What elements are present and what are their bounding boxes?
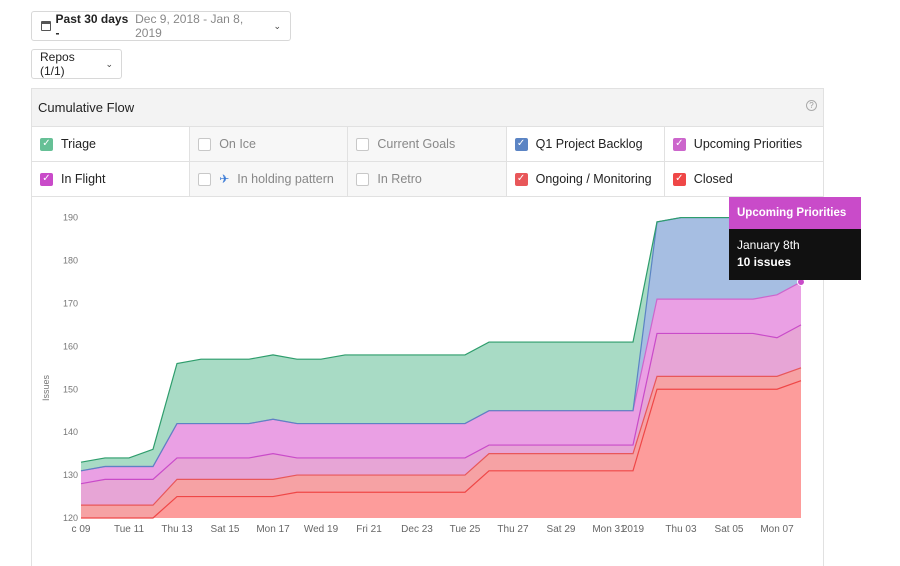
legend-label: On Ice	[219, 137, 257, 151]
legend-item-current-goals[interactable]: Current Goals	[348, 127, 507, 162]
x-tick-label: Wed 19	[304, 524, 339, 535]
legend-checkbox[interactable]: ✓	[672, 172, 686, 186]
tooltip-series-name: Upcoming Priorities	[729, 197, 861, 229]
x-tick-label: Thu 03	[665, 524, 697, 535]
legend-item-upcoming-priorities[interactable]: ✓ Upcoming Priorities	[664, 127, 823, 162]
legend-checkbox[interactable]	[356, 137, 370, 151]
x-tick-label: Mon 17	[256, 524, 290, 535]
y-tick-label: 120	[63, 513, 78, 523]
legend-item-closed[interactable]: ✓ Closed	[664, 162, 823, 197]
date-range-picker[interactable]: Past 30 days - Dec 9, 2018 - Jan 8, 2019…	[31, 11, 291, 41]
chevron-down-icon: ⌄	[105, 58, 113, 69]
legend-item-ongoing-monitoring[interactable]: ✓ Ongoing / Monitoring	[506, 162, 665, 197]
x-tick-label: Dec 23	[401, 524, 433, 535]
x-tick-label: Fri 21	[356, 524, 382, 535]
y-tick-label: 150	[63, 384, 78, 394]
legend-checkbox[interactable]	[356, 172, 370, 186]
legend-checkbox[interactable]: ✓	[40, 172, 53, 186]
x-tick-label: Tue 25	[450, 524, 481, 535]
help-icon[interactable]: ?	[806, 100, 817, 111]
legend-checkbox[interactable]: ✓	[672, 137, 686, 151]
line-closed	[81, 380, 802, 519]
tooltip-value: 10 issues	[737, 255, 792, 269]
legend-item-in-retro[interactable]: In Retro	[348, 162, 507, 197]
pipeline-legend: ✓ Triage On Ice Current Goals ✓ Q1 Project Ba…	[32, 127, 823, 197]
y-tick-label: 180	[63, 256, 78, 266]
legend-item-q1-project-backlog[interactable]: ✓ Q1 Project Backlog	[506, 127, 665, 162]
legend-checkbox[interactable]: ✓	[514, 137, 528, 151]
airplane-icon: ✈	[219, 172, 230, 186]
date-preset-label: Past 30 days -	[55, 12, 129, 40]
line-ongoing-monitoring	[81, 367, 802, 506]
panel-title: Cumulative Flow	[38, 100, 135, 115]
legend-label: Closed	[693, 172, 733, 186]
legend-item-triage[interactable]: ✓ Triage	[32, 127, 191, 162]
y-axis-label: Issues	[41, 374, 51, 401]
panel-header: Cumulative Flow ?	[32, 89, 823, 127]
line-triage	[80, 216, 801, 463]
chart-tooltip: Upcoming Priorities January 8th 10 issue…	[729, 197, 861, 280]
x-tick-label: Tue 11	[114, 524, 144, 535]
x-tick-label: Sat 29	[547, 524, 576, 535]
tooltip-body: January 8th 10 issues	[729, 229, 861, 280]
legend-label: In Retro	[377, 172, 422, 186]
x-tick-label: Thu 13	[161, 524, 193, 535]
legend-checkbox[interactable]	[198, 172, 212, 186]
legend-item-in-flight[interactable]: ✓ In Flight	[32, 162, 191, 197]
chevron-down-icon: ⌄	[273, 20, 281, 31]
date-range-text: Dec 9, 2018 - Jan 8, 2019	[135, 12, 244, 40]
y-tick-label: 140	[63, 427, 78, 437]
cumulative-flow-panel: Cumulative Flow ? ✓ Triage On Ice Current G…	[31, 88, 824, 566]
x-tick-label: Sat 15	[211, 524, 240, 535]
y-tick-label: 190	[63, 213, 78, 223]
repos-label: Repos (1/1)	[40, 50, 75, 78]
legend-checkbox[interactable]: ✓	[514, 172, 528, 186]
tooltip-date: January 8th	[737, 238, 800, 252]
y-tick-label: 170	[63, 298, 78, 308]
legend-label: In holding pattern	[237, 172, 334, 186]
x-tick-label: Mon 31	[592, 524, 626, 535]
legend-label: Triage	[61, 137, 96, 151]
legend-label: Ongoing / Monitoring	[535, 172, 652, 186]
legend-label: Q1 Project Backlog	[535, 137, 643, 151]
x-tick-label: Sat 05	[715, 524, 744, 535]
y-tick-label: 160	[63, 341, 78, 351]
legend-item-in-holding-pattern[interactable]: ✈ In holding pattern	[190, 162, 349, 197]
legend-label: Current Goals	[377, 137, 456, 151]
area-closed	[81, 380, 801, 518]
legend-label: Upcoming Priorities	[693, 137, 803, 151]
calendar-icon	[41, 21, 51, 31]
legend-label: In Flight	[61, 172, 106, 186]
x-tick-label: Thu 27	[497, 524, 529, 535]
x-tick-label: c 09	[72, 524, 91, 535]
legend-item-on-ice[interactable]: On Ice	[190, 127, 349, 162]
line-in-flight	[80, 324, 802, 485]
repos-dropdown[interactable]: Repos (1/1) ⌄	[31, 49, 122, 79]
y-tick-label: 130	[63, 470, 78, 480]
x-tick-label: 2019	[622, 524, 645, 535]
legend-checkbox[interactable]: ✓	[40, 137, 53, 151]
legend-checkbox[interactable]	[198, 137, 212, 151]
x-tick-label: Mon 07	[760, 524, 794, 535]
